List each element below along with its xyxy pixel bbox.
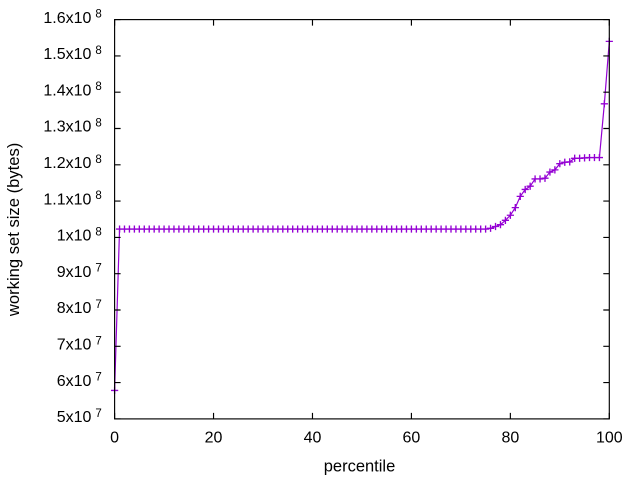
svg-text:working set size (bytes): working set size (bytes) bbox=[4, 143, 23, 317]
svg-text:percentile: percentile bbox=[324, 457, 396, 475]
svg-text:40: 40 bbox=[304, 429, 322, 446]
svg-text:80: 80 bbox=[501, 429, 519, 446]
svg-text:0: 0 bbox=[110, 429, 119, 446]
svg-text:100: 100 bbox=[596, 429, 623, 446]
svg-text:60: 60 bbox=[403, 429, 421, 446]
svg-text:20: 20 bbox=[205, 429, 223, 446]
